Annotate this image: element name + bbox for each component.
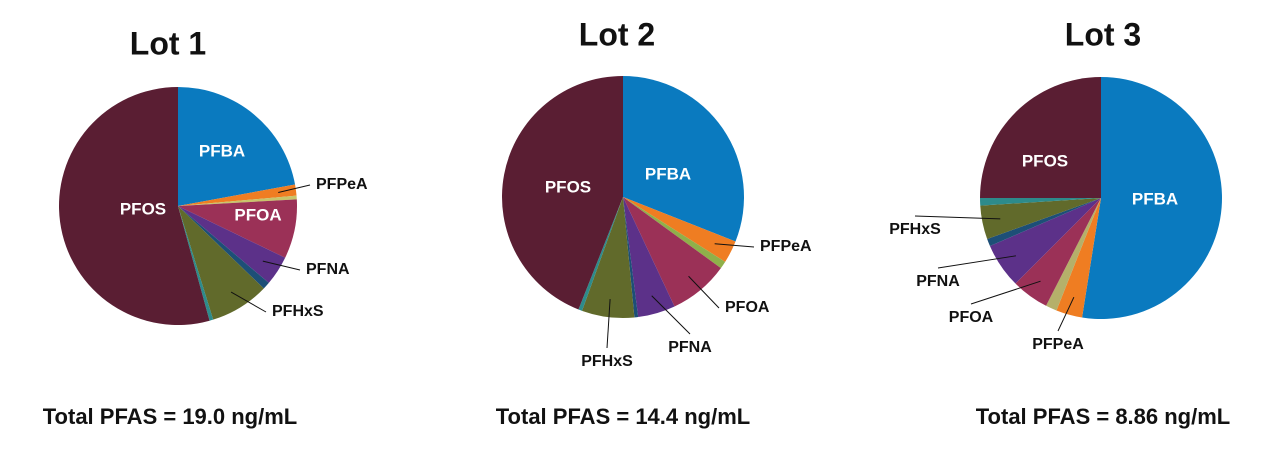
slice-label: PFBA [645, 164, 691, 183]
slice-label: PFOS [545, 177, 591, 196]
leader-line [230, 291, 267, 313]
total-annotation: Total PFAS = 8.86 ng/mL [976, 404, 1230, 429]
pie-slice [623, 197, 736, 262]
pie-slice [178, 199, 297, 258]
pie-slice [1082, 77, 1222, 319]
total-annotation: Total PFAS = 19.0 ng/mL [43, 404, 297, 429]
pie-slice [178, 184, 297, 206]
leader-line [714, 243, 755, 248]
pie-slice [178, 206, 214, 321]
leader-line [688, 275, 720, 309]
pie-slice [623, 197, 726, 269]
slice-label: PFHxS [272, 303, 324, 320]
slice-label: PFNA [306, 261, 350, 278]
pie-slice [502, 76, 623, 310]
pie-slice [178, 206, 286, 283]
pie-slice [1046, 198, 1101, 311]
pie-slice [59, 87, 210, 325]
pie-slice [623, 197, 639, 318]
slice-label: PFNA [916, 273, 960, 290]
leader-line [651, 295, 691, 335]
slice-label: PFOA [949, 309, 994, 326]
pie-slice [987, 198, 1101, 247]
pie-slice [1015, 198, 1101, 306]
pie-slice [980, 198, 1101, 206]
slice-label: PFPeA [1032, 336, 1084, 353]
pie-slice [980, 198, 1101, 239]
chart-title: Lot 3 [1065, 16, 1141, 52]
slice-label: PFPeA [316, 176, 368, 193]
leader-line [262, 260, 301, 271]
leader-line [1057, 296, 1075, 332]
pie-slice [989, 198, 1101, 284]
pie-slice [178, 87, 296, 206]
pie-slice [623, 197, 675, 318]
pie-slice [1056, 198, 1101, 318]
slice-label: PFNA [668, 339, 712, 356]
leader-line [278, 184, 311, 193]
pie-slice [178, 206, 269, 289]
leader-line [606, 299, 611, 349]
pie-slice [582, 197, 635, 318]
slice-label: PFPeA [760, 238, 812, 255]
slice-label: PFBA [199, 141, 245, 160]
slice-label: PFOS [120, 199, 166, 218]
leader-line [970, 280, 1041, 305]
slice-label: PFOS [1022, 151, 1068, 170]
slice-label: PFOA [234, 205, 281, 224]
slice-label: PFBA [1132, 189, 1178, 208]
pie-slice [623, 197, 721, 307]
slice-label: PFHxS [581, 353, 633, 370]
slice-label: PFHxS [889, 221, 941, 238]
chart-title: Lot 2 [579, 16, 655, 52]
pie-slice [578, 197, 623, 311]
pie-slice [178, 206, 264, 320]
chart-title: Lot 1 [130, 25, 206, 61]
slice-label: PFOA [725, 299, 770, 316]
leader-line [937, 255, 1017, 269]
pie-slice [623, 76, 744, 242]
total-annotation: Total PFAS = 14.4 ng/mL [496, 404, 750, 429]
leader-line [914, 215, 1001, 220]
pie-slice [980, 77, 1101, 198]
pie-slice [178, 195, 297, 206]
